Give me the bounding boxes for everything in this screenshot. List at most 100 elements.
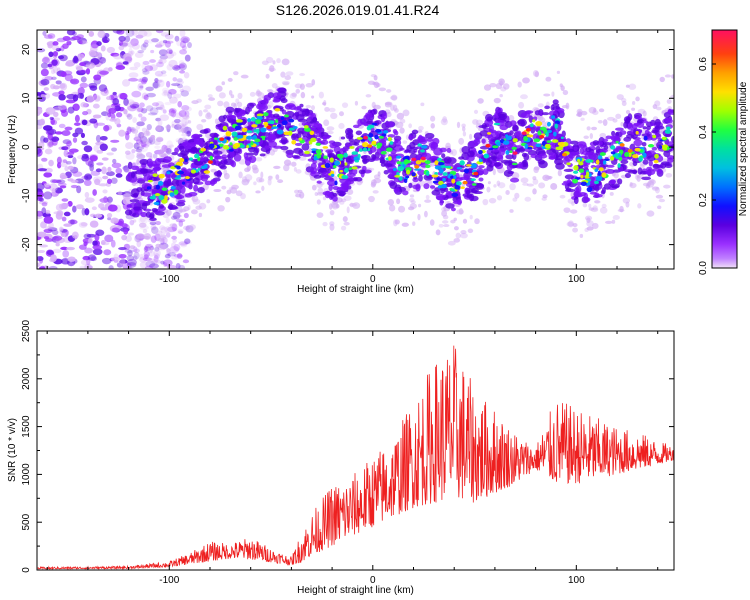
heatmap-cell <box>654 100 661 107</box>
heatmap-cell <box>154 70 164 77</box>
heatmap-cell <box>657 205 662 210</box>
heatmap-cell <box>572 223 578 228</box>
heatmap-cell <box>636 175 641 182</box>
heatmap-cell <box>184 54 191 62</box>
heatmap-cell <box>329 157 334 163</box>
heatmap-cell <box>453 226 459 231</box>
heatmap-cell <box>167 226 177 233</box>
heatmap-cell <box>482 168 489 175</box>
heatmap-cell <box>225 131 232 137</box>
heatmap-cell <box>178 60 185 66</box>
heatmap-cell <box>55 47 62 52</box>
heatmap-cell <box>39 244 49 248</box>
heatmap-cell <box>569 209 578 214</box>
colorbar-tick-label: 0.0 <box>698 261 709 275</box>
heatmap-cell <box>383 163 393 167</box>
heatmap-cell <box>420 149 425 153</box>
heatmap-cell <box>158 173 165 179</box>
heatmap-cell <box>402 190 409 196</box>
heatmap-cell <box>532 188 537 195</box>
heatmap-cell <box>594 200 600 204</box>
heatmap-cell <box>194 160 204 166</box>
heatmap-cell <box>214 118 219 125</box>
heatmap-cell <box>280 71 286 78</box>
heatmap-cell <box>332 164 337 169</box>
spectrogram-xtick-label: -100 <box>159 274 179 285</box>
heatmap-cell <box>63 223 73 227</box>
heatmap-cell <box>45 209 51 215</box>
heatmap-cell <box>64 126 73 131</box>
heatmap-cell <box>402 109 410 117</box>
heatmap-cell <box>651 186 660 191</box>
heatmap-cell <box>183 241 193 245</box>
heatmap-cell <box>178 125 182 133</box>
heatmap-cell <box>606 116 615 121</box>
heatmap-cell <box>305 83 314 88</box>
heatmap-cell <box>256 116 263 121</box>
heatmap-cell <box>625 109 631 115</box>
heatmap-cell <box>198 212 203 218</box>
heatmap-cell <box>44 148 53 155</box>
heatmap-cell <box>651 186 659 190</box>
heatmap-cell <box>182 259 190 264</box>
heatmap-cell <box>51 138 58 146</box>
heatmap-cell <box>70 78 80 85</box>
heatmap-cell <box>40 62 49 69</box>
heatmap-cell <box>541 140 546 147</box>
heatmap-cell <box>577 112 582 117</box>
heatmap-cell <box>517 161 523 169</box>
heatmap-cell <box>101 36 110 43</box>
heatmap-cell <box>281 58 290 66</box>
heatmap-cell <box>39 265 46 269</box>
heatmap-cell <box>352 202 361 209</box>
heatmap-cell <box>361 141 369 148</box>
heatmap-cell <box>351 168 358 175</box>
heatmap-cell <box>106 152 114 156</box>
heatmap-cell <box>132 101 140 109</box>
heatmap-cell <box>149 64 158 72</box>
heatmap-cell <box>173 189 179 195</box>
spectrogram-xtick-label: 0 <box>370 274 376 285</box>
heatmap-cell <box>157 180 164 186</box>
heatmap-cell <box>155 101 165 110</box>
heatmap-cell <box>305 108 310 117</box>
heatmap-cell <box>213 188 222 193</box>
heatmap-cell <box>234 125 242 131</box>
heatmap-cell <box>318 91 325 99</box>
heatmap-cell <box>253 148 259 156</box>
heatmap-cell <box>429 155 439 160</box>
heatmap-cell <box>353 142 360 146</box>
heatmap-cell <box>167 91 173 99</box>
snr-ylabel: SNR (10 * v/v) <box>7 418 18 482</box>
heatmap-cell <box>44 226 53 230</box>
heatmap-cell <box>67 106 75 114</box>
heatmap-cell <box>117 218 125 227</box>
heatmap-cell <box>642 159 649 165</box>
heatmap-cell <box>253 129 257 133</box>
heatmap-cell <box>222 125 228 131</box>
heatmap-cell <box>125 132 130 141</box>
heatmap-cell <box>37 107 43 115</box>
heatmap-cell <box>168 88 177 95</box>
heatmap-cell <box>392 167 397 172</box>
heatmap-cell <box>142 42 149 48</box>
heatmap-cell <box>289 92 297 99</box>
heatmap-cell <box>135 235 141 243</box>
heatmap-cell <box>315 149 322 155</box>
heatmap-cell <box>46 250 54 256</box>
heatmap-cell <box>567 198 575 204</box>
heatmap-cell <box>563 168 574 172</box>
heatmap-cell <box>329 223 335 231</box>
spectrogram-xlabel: Height of straight line (km) <box>297 284 414 295</box>
heatmap-cell <box>118 129 126 137</box>
heatmap-cell <box>124 209 133 216</box>
heatmap-cell <box>201 165 208 169</box>
heatmap-cell <box>131 90 142 98</box>
heatmap-cell <box>538 182 546 189</box>
heatmap-cell <box>130 50 135 55</box>
heatmap-cell <box>196 123 204 131</box>
heatmap-cell <box>235 190 243 197</box>
heatmap-cell <box>152 153 158 159</box>
heatmap-cell <box>127 249 133 257</box>
heatmap-cell <box>187 148 192 153</box>
